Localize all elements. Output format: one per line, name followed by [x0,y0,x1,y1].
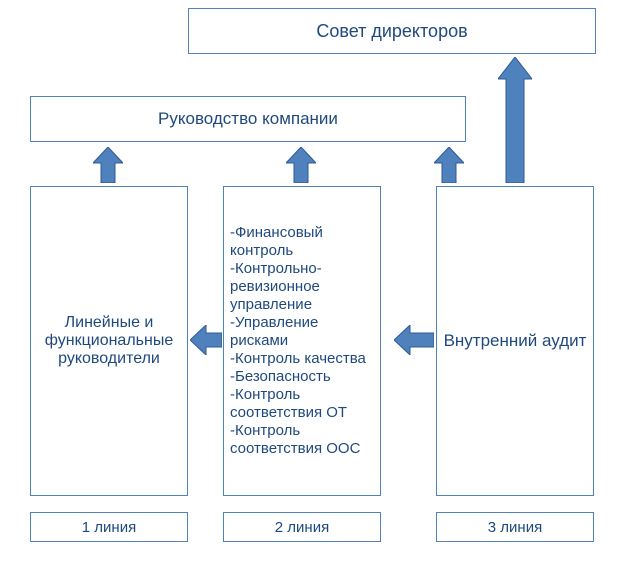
node-board: Совет директоров [188,8,596,54]
list-item: -Финансовый контроль [230,224,374,260]
node-internal-audit: Внутренний аудит [436,186,594,496]
list-item: -Контроль качества [230,350,374,368]
label-line-1-text: 1 линия [82,519,136,536]
list-item: -Контрольно-ревизионное управление [230,260,374,314]
node-line-managers-label: Линейные и функциональные руководители [37,314,181,368]
label-line-3-text: 3 линия [488,519,542,536]
arrow-audit-to-board [498,57,532,183]
node-board-label: Совет директоров [316,21,467,42]
node-management-label: Руководство компании [158,109,338,129]
list-item: -Контроль соответствия ООС [230,422,374,458]
node-internal-audit-label: Внутренний аудит [444,331,587,351]
arrow-col3-to-management [434,147,464,183]
label-line-3: 3 линия [436,512,594,542]
arrow-col3-to-col2 [394,325,434,355]
list-item: -Контроль соответствия ОТ [230,386,374,422]
label-line-2: 2 линия [223,512,381,542]
arrow-col2-to-col1 [190,325,222,355]
label-line-2-text: 2 линия [275,519,329,536]
node-line-managers: Линейные и функциональные руководители [30,186,188,496]
list-item: -Безопасность [230,368,374,386]
label-line-1: 1 линия [30,512,188,542]
arrow-col2-to-management [286,147,316,183]
arrow-col1-to-management [93,147,123,183]
node-management: Руководство компании [30,96,466,142]
list-item: -Управление рисками [230,314,374,350]
node-control-functions: -Финансовый контроль -Контрольно-ревизио… [223,186,381,496]
